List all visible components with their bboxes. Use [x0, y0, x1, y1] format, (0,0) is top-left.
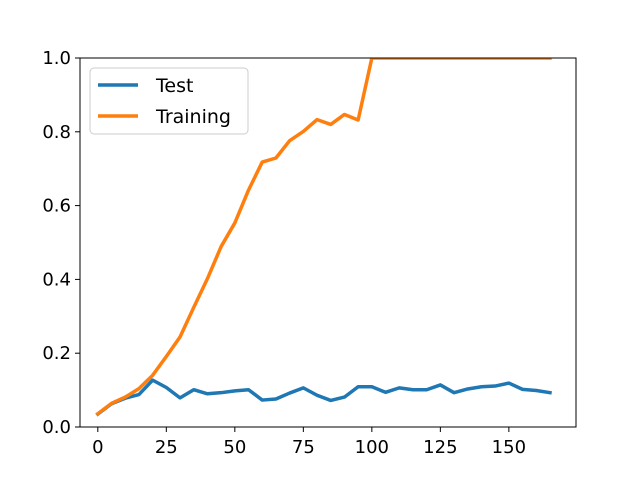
x-tick-label: 50	[223, 437, 246, 458]
y-tick-label: 0.4	[42, 269, 71, 290]
series-line-test	[95, 378, 552, 417]
y-tick-label: 0.2	[42, 343, 71, 364]
legend-label-training: Training	[155, 106, 231, 128]
y-tick-label: 0.0	[42, 417, 71, 438]
x-tick-label: 100	[355, 437, 389, 458]
plot-frame	[79, 57, 577, 428]
legend: Test Training	[89, 67, 249, 135]
y-tick-label: 0.6	[42, 196, 71, 217]
series-line-training	[95, 58, 552, 417]
x-tick-label: 75	[292, 437, 315, 458]
x-axis: 0 25 50 75 100 125 150	[92, 427, 526, 458]
x-tick-label: 25	[155, 437, 178, 458]
legend-label-test: Test	[155, 75, 193, 97]
y-tick-label: 1.0	[42, 48, 71, 69]
x-tick-label: 150	[492, 437, 526, 458]
x-tick-label: 0	[92, 437, 103, 458]
y-tick-label: 0.8	[42, 122, 71, 143]
y-axis: 0.0 0.2 0.4 0.6 0.8 1.0	[42, 48, 80, 438]
x-tick-label: 125	[423, 437, 457, 458]
series-layer	[95, 58, 552, 417]
